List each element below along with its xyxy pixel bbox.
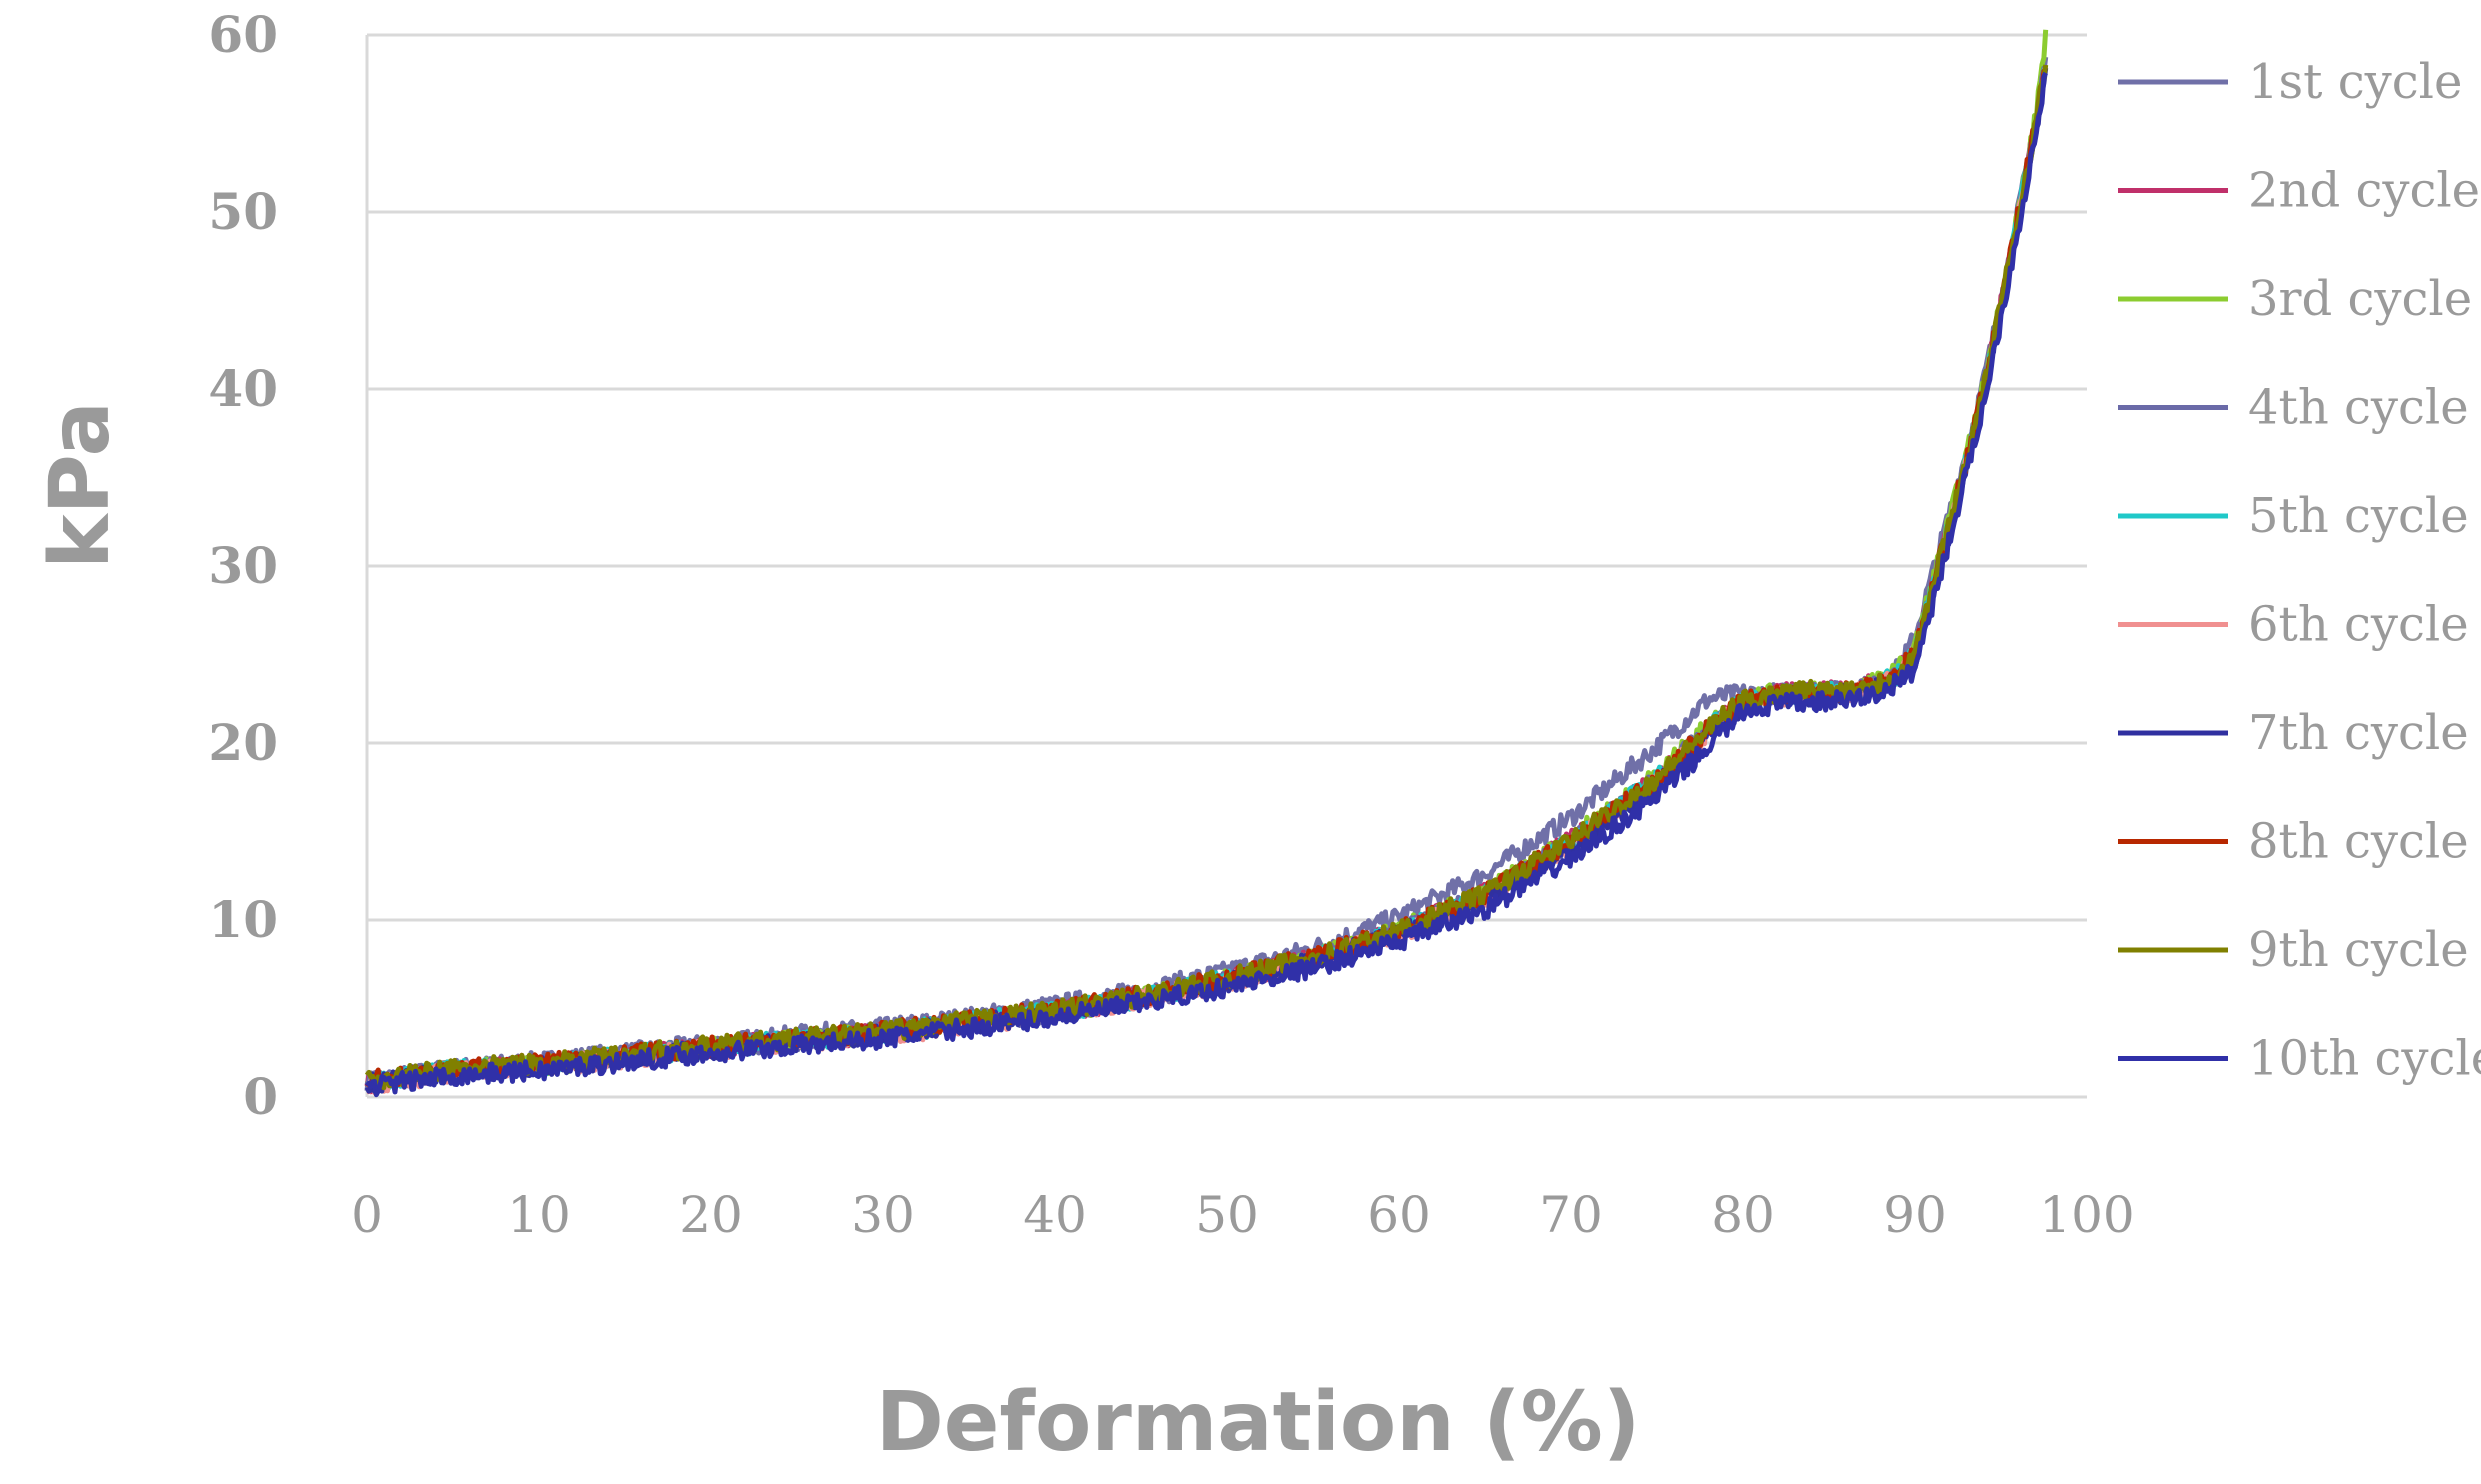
y-tick-label: 60 [208, 5, 278, 64]
gridlines [367, 33, 2087, 1099]
x-tick-label: 70 [1539, 1186, 1603, 1244]
x-tick-label: 80 [1711, 1186, 1775, 1244]
x-tick-label: 10 [507, 1186, 571, 1244]
x-tick-label: 40 [1023, 1186, 1087, 1244]
series-line-8 [365, 68, 2047, 1090]
legend-label: 4th cycle [2248, 380, 2469, 436]
series-line-2 [364, 67, 2048, 1095]
y-tick-label: 30 [208, 536, 278, 595]
legend-label: 1st cycle [2248, 54, 2462, 110]
legend-label: 9th cycle [2248, 922, 2469, 978]
legend-label: 2nd cycle [2248, 163, 2480, 219]
x-tick-label: 0 [351, 1186, 383, 1244]
series-line-10 [365, 71, 2048, 1098]
x-tick-label: 60 [1367, 1186, 1431, 1244]
y-tick-label: 40 [208, 359, 278, 418]
legend-label: 7th cycle [2248, 705, 2469, 761]
y-tick-label: 20 [208, 713, 278, 772]
x-tick-label: 50 [1195, 1186, 1259, 1244]
series-line-4 [364, 65, 2048, 1094]
series-line-7 [364, 67, 2049, 1094]
legend: 1st cycle 2nd cycle 3rd cycle 4th cycle 5th … [2118, 54, 2481, 1087]
x-axis-title: Deformation (%) [876, 1375, 1641, 1470]
legend-label: 8th cycle [2248, 814, 2469, 870]
x-tick-label: 20 [679, 1186, 743, 1244]
y-tick-label: 0 [243, 1067, 278, 1126]
x-tick-labels: 0 10 20 30 40 50 60 70 80 90 100 [351, 1186, 2135, 1244]
series-line-3 [364, 29, 2049, 1094]
y-tick-labels: 0 10 20 30 40 50 60 [208, 5, 278, 1126]
series-line-5 [365, 65, 2048, 1091]
legend-label: 5th cycle [2248, 488, 2469, 544]
x-tick-label: 30 [851, 1186, 915, 1244]
x-tick-label: 90 [1883, 1186, 1947, 1244]
series-line-6 [366, 66, 2049, 1096]
legend-label: 6th cycle [2248, 597, 2469, 653]
y-tick-label: 50 [208, 182, 278, 241]
legend-label: 3rd cycle [2248, 271, 2472, 327]
series-line-9 [364, 64, 2049, 1091]
legend-label: 10th cycle [2248, 1031, 2481, 1087]
series-lines [364, 29, 2049, 1098]
y-axis-title: kPa [33, 401, 128, 569]
y-tick-label: 10 [208, 890, 278, 949]
x-tick-label: 100 [2039, 1186, 2134, 1244]
